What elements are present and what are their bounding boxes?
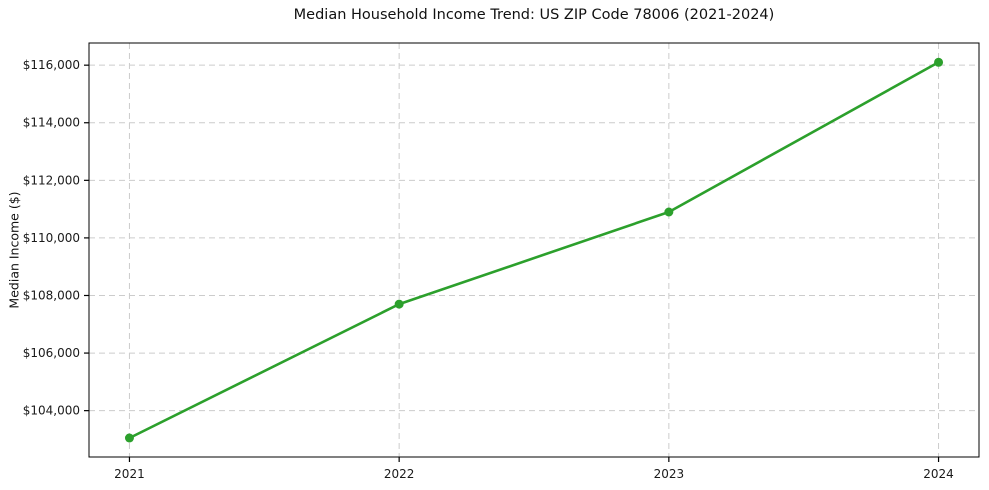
axes-spines <box>88 42 980 458</box>
y-tick-label: $116,000 <box>23 58 80 72</box>
data-point-2024 <box>934 57 944 67</box>
x-tick-label: 2021 <box>114 467 145 481</box>
data-point-2021 <box>124 433 134 443</box>
data-point-2022 <box>394 299 404 309</box>
x-tick-label: 2022 <box>384 467 415 481</box>
x-tick-label: 2023 <box>654 467 685 481</box>
y-tick-label: $114,000 <box>23 116 80 130</box>
y-tick-label: $106,000 <box>23 346 80 360</box>
y-tick-label: $108,000 <box>23 288 80 302</box>
x-tick-label: 2024 <box>923 467 954 481</box>
y-tick-label: $110,000 <box>23 231 80 245</box>
chart-title: Median Household Income Trend: US ZIP Co… <box>293 7 775 23</box>
income-trend-line <box>128 61 940 440</box>
y-axis-label: Median Income ($) <box>6 191 22 309</box>
data-point-2023 <box>664 207 674 217</box>
y-tick-label: $112,000 <box>23 173 80 187</box>
y-tick-label: $104,000 <box>23 404 80 418</box>
